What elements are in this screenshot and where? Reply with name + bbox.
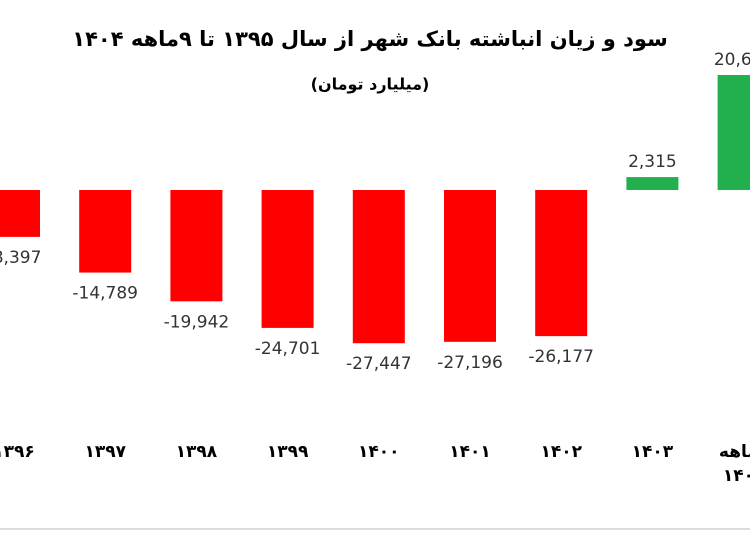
value-label: -19,942: [164, 312, 230, 332]
bar: [626, 177, 679, 190]
bar: [261, 190, 314, 328]
x-tick-label: ۱۴۰۰: [358, 442, 400, 462]
x-tick-label: ۱۴۰۱: [449, 442, 491, 462]
value-label: -8,397: [0, 248, 41, 268]
x-tick-label: ۱۳۹۶: [0, 442, 35, 462]
chart-title: سود و زیان انباشته بانک شهر از سال ۱۳۹۵ …: [72, 27, 668, 51]
bar: [444, 190, 496, 342]
value-label: -24,701: [255, 339, 321, 359]
bar: [79, 190, 132, 273]
x-tick-label: ۱۴۰۲: [540, 442, 582, 462]
x-tick-label: ۱۳۹۹: [267, 442, 309, 462]
x-tick-label: ۱۴۰۳: [632, 442, 674, 462]
value-label: -27,447: [346, 354, 412, 374]
value-label: 2,315: [628, 152, 677, 172]
bar: [352, 190, 405, 344]
bar: [717, 75, 750, 190]
x-tick-label: ۱۳۹۷: [84, 442, 126, 462]
x-tick-label: ۱۳۹۸: [176, 442, 218, 462]
chart-subtitle: (میلیارد تومان): [311, 75, 430, 94]
value-label: -14,789: [72, 284, 138, 304]
value-label: -27,196: [437, 353, 503, 373]
bar: [535, 190, 588, 337]
bar: [170, 190, 223, 302]
bar: [0, 190, 40, 237]
value-label: 20,600: [714, 50, 750, 70]
value-label: -26,177: [528, 347, 594, 367]
